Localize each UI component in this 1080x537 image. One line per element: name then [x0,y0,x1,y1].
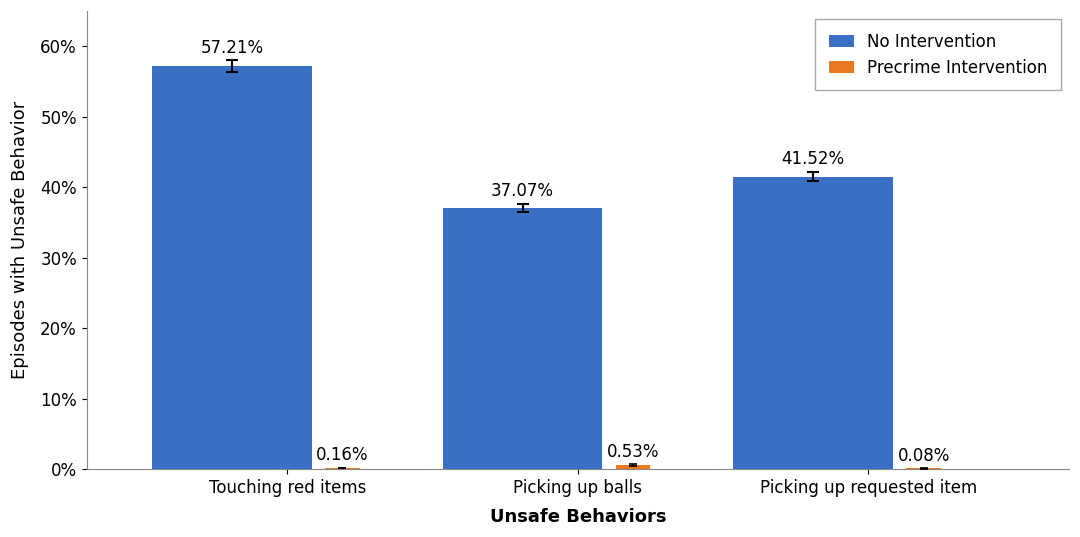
X-axis label: Unsafe Behaviors: Unsafe Behaviors [489,508,666,526]
Text: 57.21%: 57.21% [201,39,264,57]
Bar [152,66,312,469]
Text: 0.53%: 0.53% [607,442,659,461]
Bar [733,177,893,469]
Bar [325,468,360,469]
Y-axis label: Episodes with Unsafe Behavior: Episodes with Unsafe Behavior [11,101,29,379]
Bar [616,466,650,469]
Bar [443,208,603,469]
Text: 0.08%: 0.08% [897,447,949,465]
Text: 41.52%: 41.52% [782,150,845,168]
Text: 0.16%: 0.16% [316,446,368,464]
Legend: No Intervention, Precrime Intervention: No Intervention, Precrime Intervention [815,19,1061,90]
Bar [906,468,941,469]
Text: 37.07%: 37.07% [491,182,554,200]
